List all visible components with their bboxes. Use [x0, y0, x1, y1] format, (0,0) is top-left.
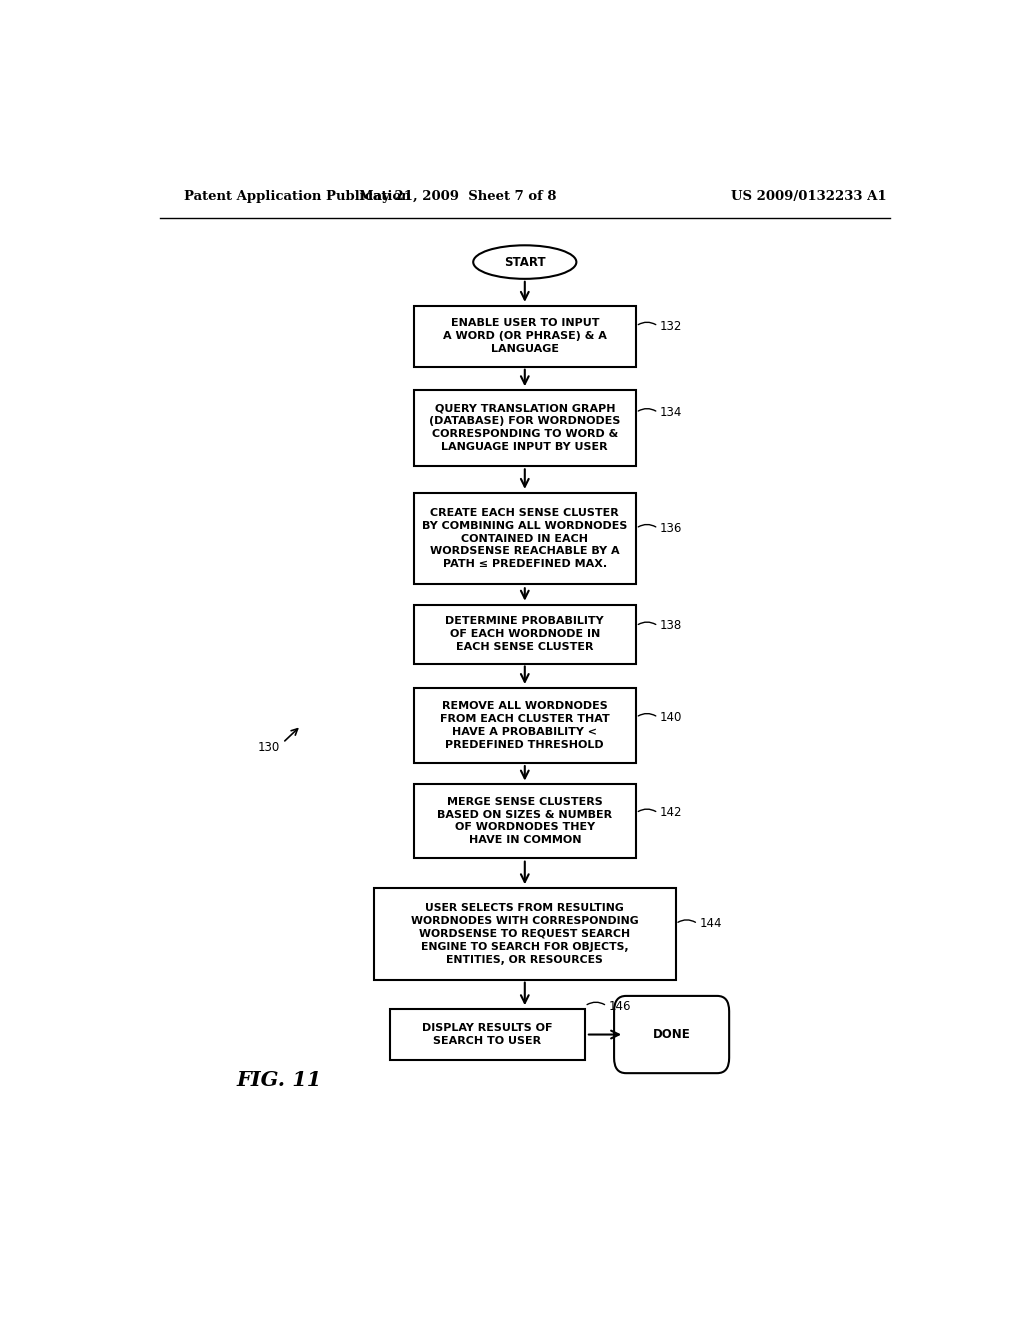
Text: US 2009/0132233 A1: US 2009/0132233 A1: [731, 190, 887, 203]
Text: Patent Application Publication: Patent Application Publication: [183, 190, 411, 203]
Text: 140: 140: [659, 711, 682, 723]
Text: 132: 132: [659, 319, 682, 333]
FancyBboxPatch shape: [414, 605, 636, 664]
Text: QUERY TRANSLATION GRAPH
(DATABASE) FOR WORDNODES
CORRESPONDING TO WORD &
LANGUAG: QUERY TRANSLATION GRAPH (DATABASE) FOR W…: [429, 404, 621, 451]
Text: START: START: [504, 256, 546, 268]
Text: DETERMINE PROBABILITY
OF EACH WORDNODE IN
EACH SENSE CLUSTER: DETERMINE PROBABILITY OF EACH WORDNODE I…: [445, 616, 604, 652]
Text: USER SELECTS FROM RESULTING
WORDNODES WITH CORRESPONDING
WORDSENSE TO REQUEST SE: USER SELECTS FROM RESULTING WORDNODES WI…: [411, 903, 639, 965]
Text: 138: 138: [659, 619, 682, 632]
Text: 130: 130: [258, 742, 281, 755]
Text: 146: 146: [608, 999, 631, 1012]
FancyBboxPatch shape: [414, 492, 636, 585]
Text: REMOVE ALL WORDNODES
FROM EACH CLUSTER THAT
HAVE A PROBABILITY <
PREDEFINED THRE: REMOVE ALL WORDNODES FROM EACH CLUSTER T…: [440, 701, 609, 750]
FancyBboxPatch shape: [414, 306, 636, 367]
Text: 142: 142: [659, 807, 682, 820]
Text: 136: 136: [659, 521, 682, 535]
Text: DISPLAY RESULTS OF
SEARCH TO USER: DISPLAY RESULTS OF SEARCH TO USER: [422, 1023, 553, 1045]
Text: FIG. 11: FIG. 11: [237, 1071, 322, 1090]
Text: ENABLE USER TO INPUT
A WORD (OR PHRASE) & A
LANGUAGE: ENABLE USER TO INPUT A WORD (OR PHRASE) …: [442, 318, 607, 354]
Text: May 21, 2009  Sheet 7 of 8: May 21, 2009 Sheet 7 of 8: [358, 190, 556, 203]
FancyBboxPatch shape: [414, 784, 636, 858]
Text: DONE: DONE: [652, 1028, 690, 1041]
Text: CREATE EACH SENSE CLUSTER
BY COMBINING ALL WORDNODES
CONTAINED IN EACH
WORDSENSE: CREATE EACH SENSE CLUSTER BY COMBINING A…: [422, 508, 628, 569]
FancyBboxPatch shape: [614, 995, 729, 1073]
Text: 134: 134: [659, 407, 682, 418]
Ellipse shape: [473, 246, 577, 279]
FancyBboxPatch shape: [414, 689, 636, 763]
Text: MERGE SENSE CLUSTERS
BASED ON SIZES & NUMBER
OF WORDNODES THEY
HAVE IN COMMON: MERGE SENSE CLUSTERS BASED ON SIZES & NU…: [437, 797, 612, 845]
FancyBboxPatch shape: [414, 389, 636, 466]
FancyBboxPatch shape: [390, 1008, 585, 1060]
Text: 144: 144: [699, 917, 722, 931]
FancyBboxPatch shape: [374, 888, 676, 979]
